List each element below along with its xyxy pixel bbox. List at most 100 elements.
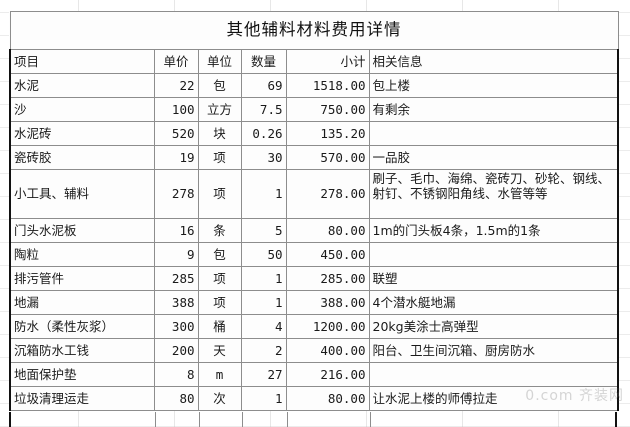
table-row: 水泥 22 包 69 1518.00 包上楼 [9, 73, 620, 98]
cell-price: 300 [153, 314, 199, 339]
cell-unit: m [197, 362, 242, 387]
table-row: 门头水泥板 16 条 5 80.00 1m的门头板4条，1.5m的1条 [9, 218, 620, 243]
cell-item: 地面保护垫 [9, 362, 155, 387]
table-row: 沉箱防水工钱 200 天 2 400.00 阳台、卫生间沉箱、厨房防水 [9, 338, 620, 363]
cell-quantity: 2 [240, 338, 287, 363]
cell-price: 19 [153, 145, 199, 170]
cell-subtotal: 388.00 [285, 290, 370, 315]
column-header-note: 相关信息 [368, 49, 620, 74]
column-header-quantity: 数量 [240, 49, 287, 74]
cell-quantity: 30 [240, 145, 287, 170]
cell-item: 防水（柔性灰浆） [9, 314, 155, 339]
cell-unit: 包 [197, 242, 242, 267]
cell-price: 278 [153, 169, 199, 219]
cell-quantity: 5 [240, 218, 287, 243]
cell-note: 20kg美涂士高弹型 [368, 314, 620, 339]
cell-note: 包上楼 [368, 73, 620, 98]
column-header-subtotal: 小计 [285, 49, 370, 74]
cell-subtotal: 216.00 [285, 362, 370, 387]
table-row: 垃圾清理运走 80 次 1 80.00 让水泥上楼的师傅拉走 [9, 386, 620, 411]
cell-unit: 天 [197, 338, 242, 363]
cell-unit: 项 [197, 169, 242, 219]
cell-note [368, 362, 620, 387]
cell-note [368, 242, 620, 267]
table-row: 小工具、辅料 278 项 1 278.00 刷子、毛巾、海绵、瓷砖刀、砂轮、钢线、射钉、不… [9, 169, 620, 219]
cell-subtotal: 80.00 [285, 218, 370, 243]
cell-subtotal: 80.00 [285, 386, 370, 411]
empty-trailing-row [9, 412, 617, 427]
cell-quantity: 1 [240, 386, 287, 411]
cell-unit: 立方 [197, 97, 242, 122]
table-row: 沙 100 立方 7.5 750.00 有剩余 [9, 97, 620, 122]
cell-note: 1m的门头板4条，1.5m的1条 [368, 218, 620, 243]
cell-item: 水泥砖 [9, 121, 155, 146]
cell-subtotal: 278.00 [285, 169, 370, 219]
cell-price: 388 [153, 290, 199, 315]
table-row: 地面保护垫 8 m 27 216.00 [9, 362, 620, 387]
cell-note: 一品胶 [368, 145, 620, 170]
cell-item: 瓷砖胶 [9, 145, 155, 170]
cell-price: 80 [153, 386, 199, 411]
table-title-cell: 其他辅料材料费用详情 [9, 11, 619, 50]
cell-subtotal: 450.00 [285, 242, 370, 267]
table-row: 地漏 388 项 1 388.00 4个潜水艇地漏 [9, 290, 620, 315]
cell-item: 沙 [9, 97, 155, 122]
cell-unit: 次 [197, 386, 242, 411]
table-row: 防水（柔性灰浆） 300 桶 4 1200.00 20kg美涂士高弹型 [9, 314, 620, 339]
cell-quantity: 4 [240, 314, 287, 339]
cell-unit: 项 [197, 290, 242, 315]
cell-unit: 条 [197, 218, 242, 243]
cell-subtotal: 1518.00 [285, 73, 370, 98]
cell-subtotal: 570.00 [285, 145, 370, 170]
cell-item: 地漏 [9, 290, 155, 315]
cell-subtotal: 1200.00 [285, 314, 370, 339]
cell-unit: 项 [197, 266, 242, 291]
cell-item: 小工具、辅料 [9, 169, 155, 219]
cell-unit: 桶 [197, 314, 242, 339]
table-header-row: 项目 单价 单位 数量 小计 相关信息 [9, 49, 620, 74]
cell-quantity: 1 [240, 290, 287, 315]
cell-note: 4个潜水艇地漏 [368, 290, 620, 315]
cell-item: 沉箱防水工钱 [9, 338, 155, 363]
cell-quantity: 50 [240, 242, 287, 267]
table-row: 瓷砖胶 19 项 30 570.00 一品胶 [9, 145, 620, 170]
cell-note: 联塑 [368, 266, 620, 291]
cell-quantity: 1 [240, 169, 287, 219]
cell-item: 垃圾清理运走 [9, 386, 155, 411]
cell-unit: 包 [197, 73, 242, 98]
cell-price: 22 [153, 73, 199, 98]
cell-quantity: 69 [240, 73, 287, 98]
cell-quantity: 7.5 [240, 97, 287, 122]
cell-unit: 项 [197, 145, 242, 170]
cell-subtotal: 285.00 [285, 266, 370, 291]
column-header-item: 项目 [9, 49, 155, 74]
cell-item: 门头水泥板 [9, 218, 155, 243]
cell-note: 刷子、毛巾、海绵、瓷砖刀、砂轮、钢线、射钉、不锈钢阳角线、水管等等 [368, 169, 620, 219]
cell-price: 200 [153, 338, 199, 363]
cell-note: 让水泥上楼的师傅拉走 [368, 386, 620, 411]
cell-quantity: 27 [240, 362, 287, 387]
column-header-unit: 单位 [197, 49, 242, 74]
table-row: 排污管件 285 项 1 285.00 联塑 [9, 266, 620, 291]
cell-price: 100 [153, 97, 199, 122]
cell-price: 520 [153, 121, 199, 146]
cell-subtotal: 750.00 [285, 97, 370, 122]
cell-note: 阳台、卫生间沉箱、厨房防水 [368, 338, 620, 363]
cell-price: 9 [153, 242, 199, 267]
cost-table: 其他辅料材料费用详情 项目 单价 单位 数量 小计 相关信息 水泥 22 包 69 15… [9, 11, 620, 411]
page-title: 其他辅料材料费用详情 [226, 20, 402, 39]
cell-item: 排污管件 [9, 266, 155, 291]
cell-note [368, 121, 620, 146]
cell-unit: 块 [197, 121, 242, 146]
cell-subtotal: 400.00 [285, 338, 370, 363]
cell-price: 285 [153, 266, 199, 291]
cell-quantity: 1 [240, 266, 287, 291]
cell-subtotal: 135.20 [285, 121, 370, 146]
cell-price: 16 [153, 218, 199, 243]
column-header-price: 单价 [153, 49, 199, 74]
cost-detail-sheet: 其他辅料材料费用详情 项目 单价 单位 数量 小计 相关信息 水泥 22 包 69 15… [9, 11, 620, 411]
cell-quantity: 0.26 [240, 121, 287, 146]
table-title-row: 其他辅料材料费用详情 [9, 11, 619, 50]
cell-item: 水泥 [9, 73, 155, 98]
table-row: 陶粒 9 包 50 450.00 [9, 242, 620, 267]
